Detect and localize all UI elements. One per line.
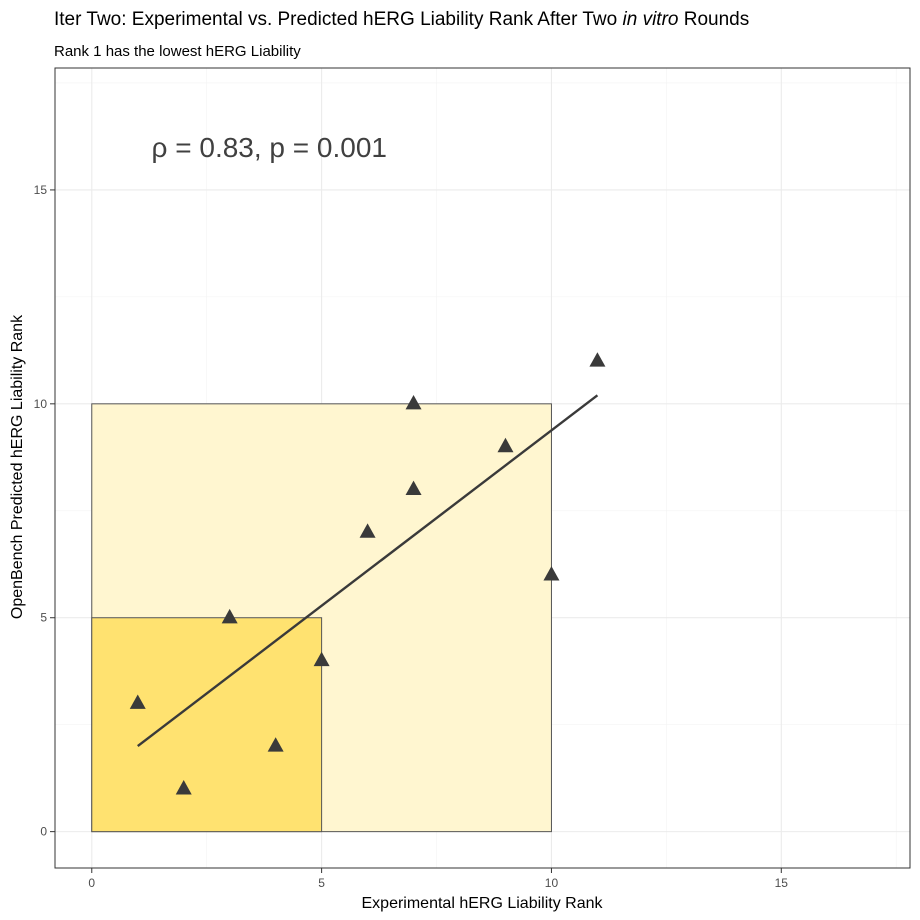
axis-ticks: 0 5 10 15 0 5 10 15 [34,183,789,890]
highlight-regions [91,403,552,833]
region-top-5 [91,617,323,833]
y-tick-label: 5 [40,611,47,625]
data-point [543,566,560,581]
x-tick-label: 15 [775,876,789,890]
x-tick-label: 5 [318,876,325,890]
y-tick-label: 10 [34,397,48,411]
plot-border [54,67,911,869]
x-tick-label: 10 [545,876,559,890]
chart-title-part: in vitro [623,9,679,30]
chart-title: Iter Two: Experimental vs. Predicted hER… [54,9,749,30]
y-tick-label: 15 [34,183,48,197]
data-point [359,523,376,538]
chart-title-part: Iter Two: Experimental vs. Predicted hER… [54,9,623,30]
x-axis-title: Experimental hERG Liability Rank [362,895,604,912]
data-point [267,737,284,752]
chart-subtitle: Rank 1 has the lowest hERG Liability [54,43,301,60]
y-axis-title: OpenBench Predicted hERG Liability Rank [9,314,26,619]
data-point [497,437,514,453]
data-point [405,480,422,495]
data-point [221,608,238,624]
correlation-annotation: ρ = 0.83, p = 0.001 [152,132,387,163]
chart-title-part: Rounds [678,9,749,30]
data-point [313,651,330,667]
data-point [589,352,606,367]
data-points [129,352,606,795]
x-tick-label: 0 [88,876,95,890]
regression-line [137,394,599,748]
y-tick-label: 0 [40,825,47,839]
data-point [175,780,192,795]
data-point [129,694,146,709]
data-point [405,395,422,410]
